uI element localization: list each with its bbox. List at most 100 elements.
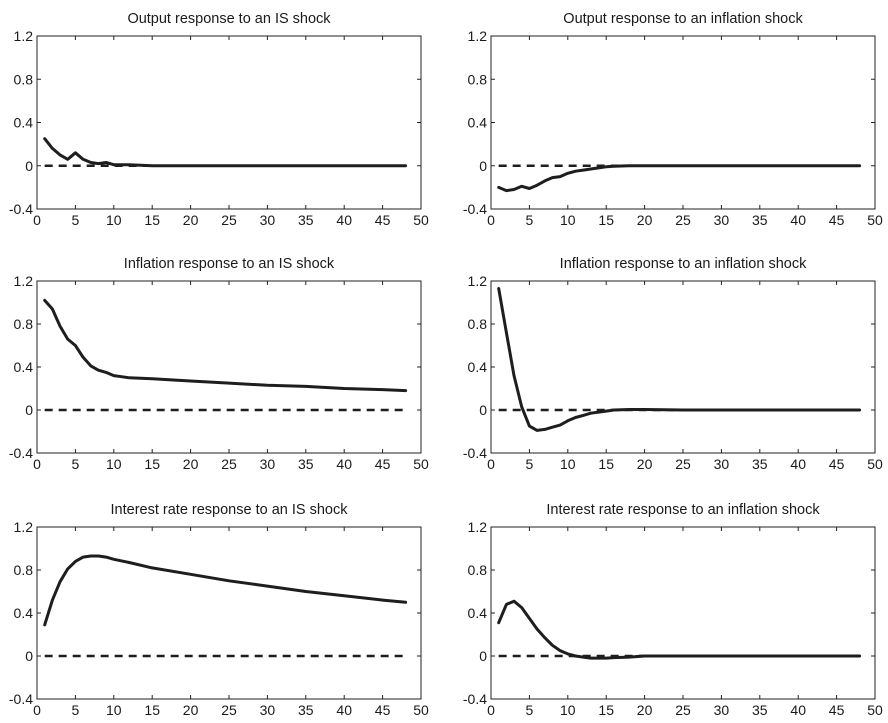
panel-title: Interest rate response to an IS shock [111,502,349,518]
y-tick-label: 0.4 [14,115,34,131]
y-tick-label: 0.8 [468,316,488,332]
y-tick-label: 1.2 [14,28,34,44]
x-tick-label: 35 [298,702,314,718]
response-line [497,599,862,660]
x-tick-label: 35 [752,212,768,228]
x-tick-label: 10 [560,212,576,228]
y-tick-label: 1.2 [468,28,488,44]
x-tick-label: 5 [526,456,534,472]
y-tick-label: 1.2 [468,273,488,289]
y-tick-label: 0.4 [468,359,488,375]
response-line [43,298,408,393]
y-tick-label: 0 [479,158,487,174]
x-tick-label: 0 [33,456,41,472]
x-tick-label: 20 [637,456,653,472]
y-tick-label: 0 [479,402,487,418]
x-tick-label: 10 [560,456,576,472]
x-tick-label: 40 [790,702,806,718]
x-tick-label: 20 [183,456,199,472]
x-tick-label: 30 [714,456,730,472]
y-tick-label: 0 [479,648,487,664]
x-tick-label: 35 [752,702,768,718]
response-line [497,287,862,432]
response-line [43,554,408,627]
x-tick-label: 25 [221,456,237,472]
x-tick-label: 40 [790,212,806,228]
x-tick-label: 50 [413,702,429,718]
x-tick-label: 20 [183,212,199,228]
x-tick-label: 40 [336,456,352,472]
x-tick-label: 40 [790,456,806,472]
x-tick-label: 0 [33,212,41,228]
x-tick-label: 15 [144,702,160,718]
y-tick-label: 0.4 [468,115,488,131]
y-tick-label: 0.4 [14,359,34,375]
x-tick-label: 25 [221,702,237,718]
y-tick-label: 0.8 [14,71,34,87]
x-tick-label: 10 [106,212,122,228]
x-tick-label: 30 [714,212,730,228]
x-tick-label: 35 [298,456,314,472]
y-tick-label: -0.4 [9,691,33,707]
x-tick-label: 0 [487,456,495,472]
x-tick-label: 25 [675,456,691,472]
panel-title: Inflation response to an inflation shock [560,256,807,272]
x-tick-label: 40 [336,702,352,718]
x-tick-label: 50 [867,702,883,718]
x-tick-label: 15 [598,456,614,472]
panel-2: Output response to an inflation shock 0 5 1… [463,11,883,228]
x-tick-label: 20 [637,702,653,718]
y-tick-label: -0.4 [463,691,487,707]
panel-title: Inflation response to an IS shock [124,256,335,272]
panel-3: Inflation response to an IS shock 0 5 10 15 2… [9,256,429,472]
x-tick-label: 40 [336,212,352,228]
x-tick-label: 45 [829,456,845,472]
y-tick-label: 0.8 [468,71,488,87]
y-tick-label: 0.8 [14,562,34,578]
x-tick-label: 50 [867,456,883,472]
x-tick-label: 30 [714,702,730,718]
x-tick-label: 45 [375,212,391,228]
x-tick-label: 30 [260,212,276,228]
y-tick-label: 0.4 [468,605,488,621]
x-tick-label: 0 [33,702,41,718]
x-tick-label: 30 [260,702,276,718]
x-tick-label: 0 [487,702,495,718]
x-tick-label: 50 [413,212,429,228]
x-tick-label: 35 [298,212,314,228]
x-tick-label: 45 [375,456,391,472]
x-tick-label: 45 [829,212,845,228]
response-line [497,164,862,193]
x-tick-label: 10 [106,456,122,472]
x-tick-label: 35 [752,456,768,472]
y-tick-label: 1.2 [468,519,488,535]
response-line [43,137,408,168]
panel-4: Inflation response to an inflation shock… [463,256,883,472]
x-tick-label: 15 [598,702,614,718]
y-tick-label: -0.4 [9,201,33,217]
x-tick-label: 20 [183,702,199,718]
y-tick-label: 0.8 [14,316,34,332]
x-tick-label: 15 [144,456,160,472]
x-tick-label: 25 [221,212,237,228]
x-tick-label: 25 [675,702,691,718]
y-tick-label: 0.4 [14,605,34,621]
y-tick-label: -0.4 [463,201,487,217]
x-tick-label: 50 [413,456,429,472]
x-tick-label: 15 [144,212,160,228]
x-tick-label: 20 [637,212,653,228]
x-tick-label: 10 [106,702,122,718]
y-tick-label: 0 [25,402,33,418]
panel-5: Interest rate response to an IS shock 0 5 1… [9,502,429,718]
y-tick-label: -0.4 [9,445,33,461]
panel-title: Output response to an IS shock [127,11,331,27]
x-tick-label: 5 [526,702,534,718]
x-tick-label: 15 [598,212,614,228]
panel-6: Interest rate response to an inflation s… [463,502,883,718]
y-tick-label: 0 [25,648,33,664]
x-tick-label: 10 [560,702,576,718]
y-tick-label: 1.2 [14,519,34,535]
panel-title: Output response to an inflation shock [563,11,803,27]
x-tick-label: 0 [487,212,495,228]
